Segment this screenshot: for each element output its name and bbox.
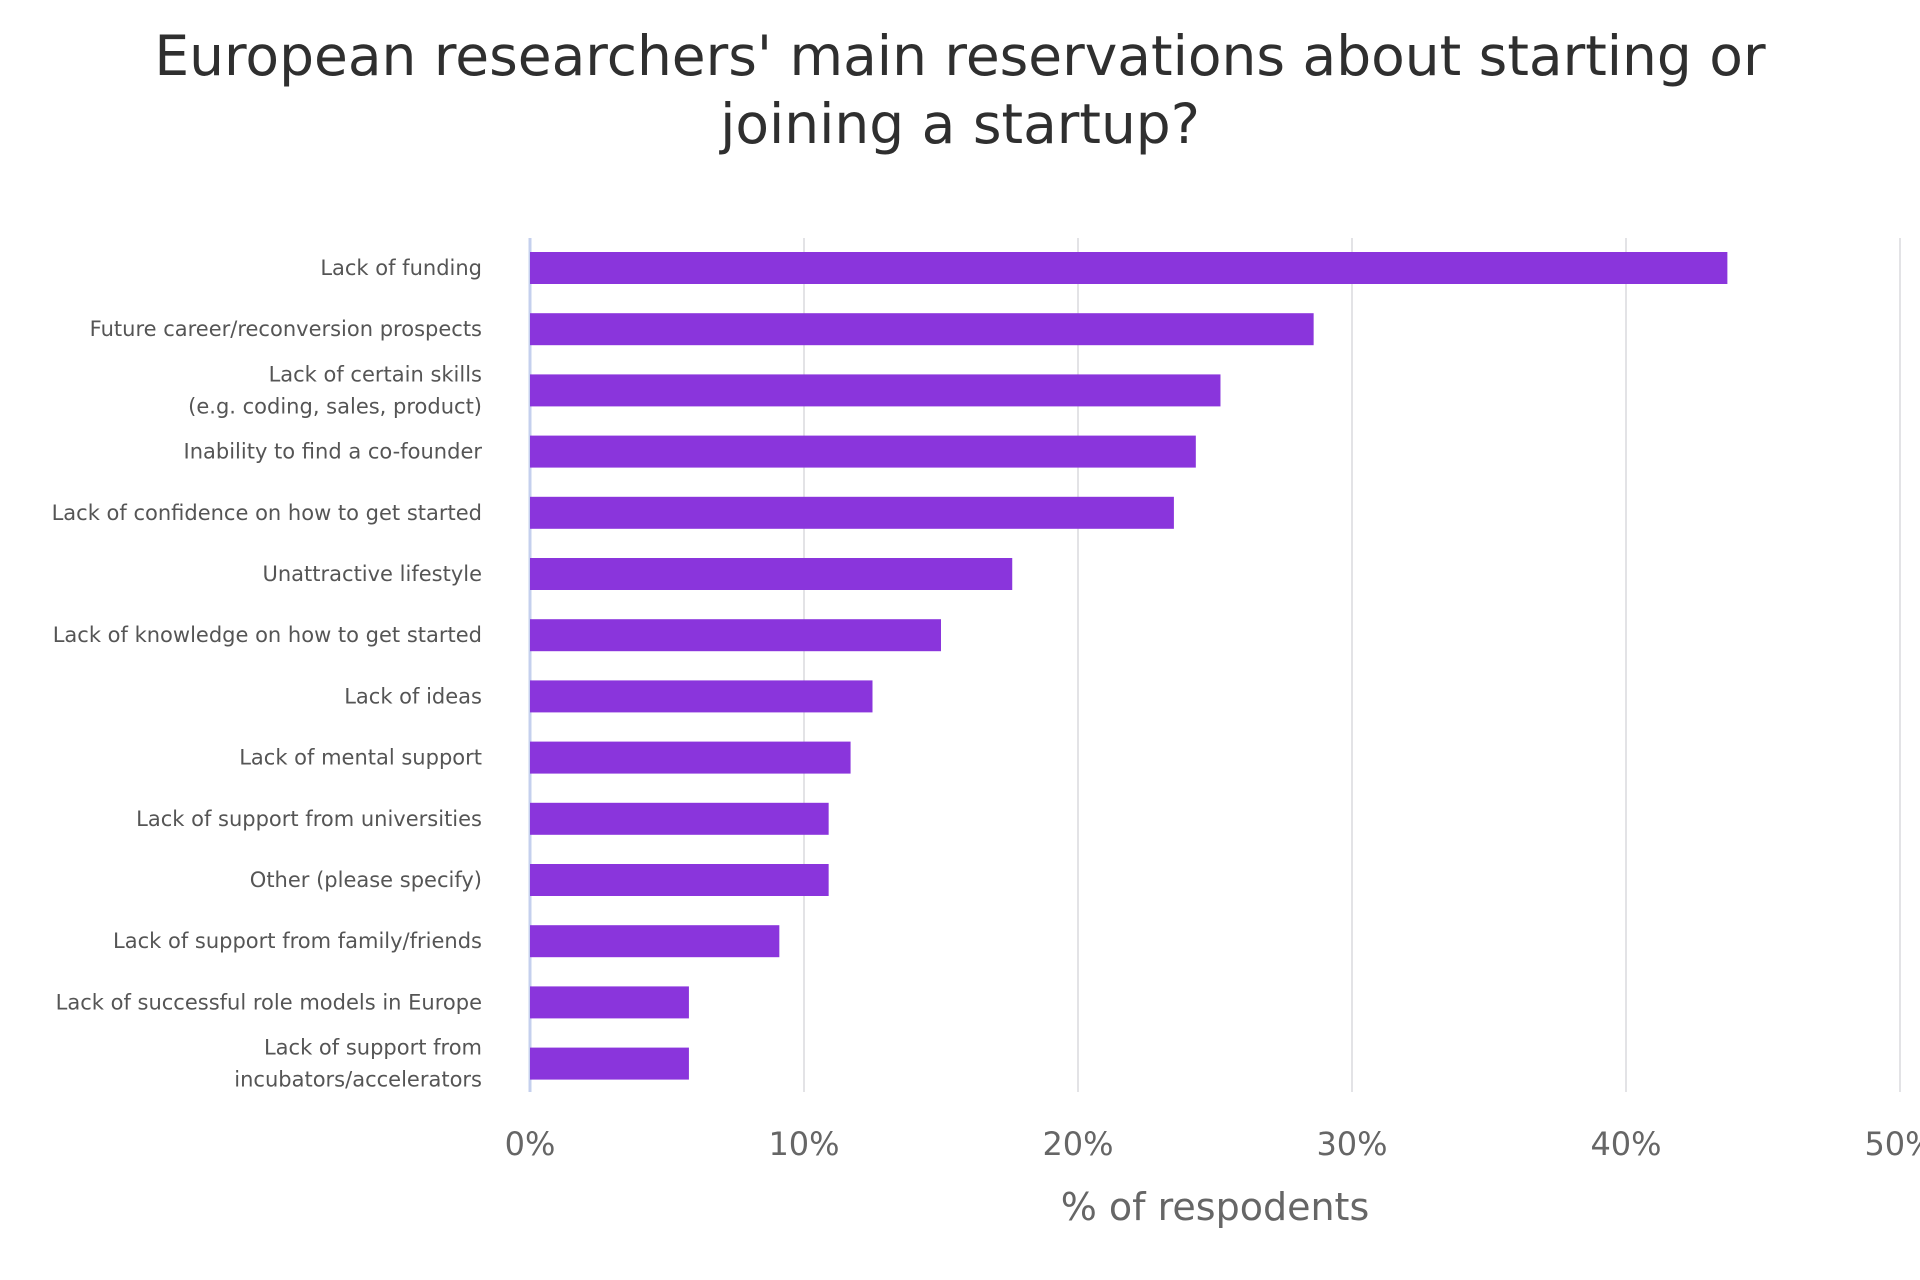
category-label: Lack of support from incubators/accelerat… <box>234 1036 482 1092</box>
category-label: Lack of knowledge on how to get started <box>53 623 482 647</box>
chart-title-line-1: European researchers' main reservations … <box>154 24 1766 88</box>
category-label: Lack of funding <box>320 256 482 280</box>
bar <box>530 619 941 652</box>
category-label: Unattractive lifestyle <box>263 562 483 586</box>
category-label: Lack of certain skills (e.g. coding, sale… <box>188 362 482 418</box>
bar <box>530 680 873 713</box>
bar <box>530 802 829 835</box>
bar <box>530 925 780 958</box>
x-tick-label: 40% <box>1590 1125 1661 1163</box>
chart-title-line-2: joining a startup? <box>720 92 1200 156</box>
x-tick-label: 20% <box>1042 1125 1113 1163</box>
bar <box>530 986 689 1019</box>
gridlines <box>528 238 1901 1092</box>
bar <box>530 496 1174 529</box>
category-label: Lack of successful role models in Europe <box>56 990 482 1014</box>
bar <box>530 313 1314 346</box>
category-label: Lack of support from universities <box>136 807 482 831</box>
x-tick-label: 10% <box>768 1125 839 1163</box>
x-tick-label: 0% <box>505 1125 556 1163</box>
category-label: Lack of ideas <box>344 684 482 708</box>
x-tick-labels: 0% 10% 20% 30% 40% 50% <box>505 1125 1920 1163</box>
bar <box>530 558 1013 590</box>
category-labels: Lack of funding Future career/reconversio… <box>52 256 483 1092</box>
category-label: Lack of mental support <box>239 746 482 770</box>
bar <box>530 864 829 896</box>
bar <box>530 435 1196 468</box>
bars <box>530 252 1728 1080</box>
category-label: Future career/reconversion prospects <box>90 317 482 341</box>
chart-title: European researchers' main reservations … <box>0 22 1920 158</box>
x-tick-label: 30% <box>1316 1125 1387 1163</box>
x-tick-label: 50% <box>1864 1125 1920 1163</box>
category-label: Lack of confidence on how to get started <box>52 501 482 525</box>
bar <box>530 252 1728 284</box>
category-label: Inability to find a co-founder <box>184 440 483 464</box>
bar <box>530 741 851 774</box>
x-axis-title: % of respodents <box>1061 1185 1370 1229</box>
bar <box>530 1047 689 1080</box>
category-label: Other (please specify) <box>250 868 482 892</box>
bar <box>530 374 1221 407</box>
category-label: Lack of support from family/friends <box>113 929 482 953</box>
